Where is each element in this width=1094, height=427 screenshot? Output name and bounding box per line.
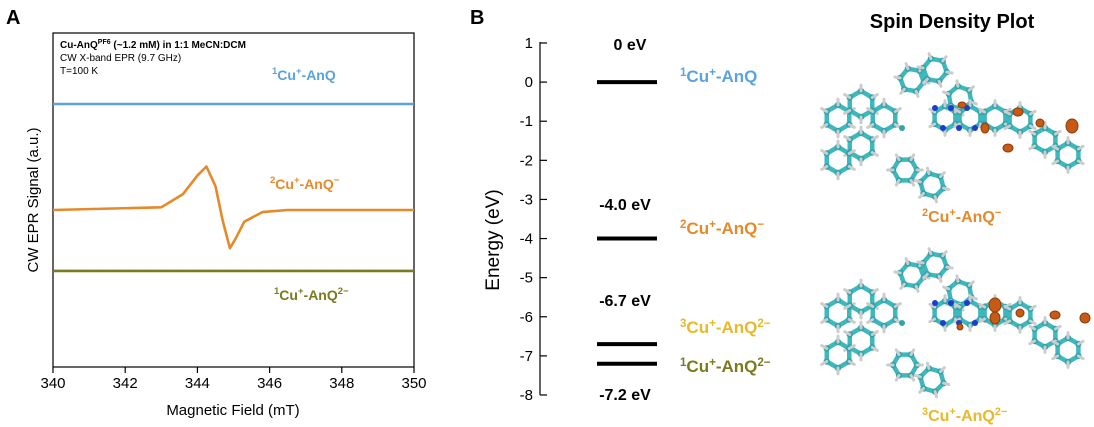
energy-state-label-3: 3Cu+-AnQ2− bbox=[680, 318, 771, 337]
panel-b-label: B bbox=[470, 7, 484, 29]
epr-series-label-1: 1Cu+-AnQ bbox=[272, 66, 336, 83]
molecule-caption-2: 3Cu+-AnQ2− bbox=[922, 406, 1007, 425]
energy-state-label-4: 1Cu+-AnQ2− bbox=[680, 357, 771, 376]
energy-y-tick-label: -8 bbox=[520, 387, 533, 404]
energy-y-tick-label: -7 bbox=[520, 348, 533, 365]
epr-y-axis-title: CW EPR Signal (a.u.) bbox=[25, 127, 42, 272]
energy-state-label-2: 2Cu+-AnQ− bbox=[680, 219, 764, 238]
epr-series-group: 1Cu+-AnQ 2Cu+-AnQ− 1Cu+-AnQ2− bbox=[52, 66, 414, 303]
epr-plot-frame bbox=[52, 32, 415, 368]
epr-x-tick-label: 346 bbox=[257, 375, 282, 392]
epr-series-label-3: 1Cu+-AnQ2− bbox=[274, 286, 349, 303]
energy-levels-group: 0 eV 1Cu+-AnQ -4.0 eV 2Cu+-AnQ− -6.7 eV 3Cu+-… bbox=[597, 37, 771, 404]
energy-y-tick-label: -1 bbox=[520, 113, 533, 130]
panel-a-label: A bbox=[6, 7, 20, 29]
epr-series-label-2: 2Cu+-AnQ− bbox=[270, 175, 340, 192]
epr-x-axis-title: Magnetic Field (mT) bbox=[166, 402, 299, 419]
epr-x-tick-label: 342 bbox=[113, 375, 138, 392]
energy-value-label: -7.2 eV bbox=[599, 387, 651, 404]
energy-value-label: 0 eV bbox=[614, 37, 647, 54]
epr-x-tick-label: 350 bbox=[401, 375, 426, 392]
energy-y-tick-label: -4 bbox=[520, 231, 533, 248]
energy-y-tick-label: -3 bbox=[520, 191, 533, 208]
epr-x-tick-label: 340 bbox=[40, 375, 65, 392]
energy-value-label: -4.0 eV bbox=[599, 197, 651, 214]
epr-x-tick-label: 348 bbox=[329, 375, 354, 392]
energy-y-tick-label: -5 bbox=[520, 270, 533, 287]
molecule-captions: 2Cu+-AnQ− 3Cu+-AnQ2− bbox=[922, 207, 1007, 425]
energy-y-axis-title: Energy (eV) bbox=[483, 189, 504, 290]
sample-info-line1: Cu-AnQPF6 (~1.2 mM) in 1:1 MeCN:DCM bbox=[60, 39, 246, 51]
epr-x-ticks: 340 342 344 346 348 350 bbox=[40, 367, 427, 392]
energy-y-tick-label: -2 bbox=[520, 152, 533, 169]
spin-density-title: Spin Density Plot bbox=[870, 11, 1035, 33]
energy-value-label: -6.7 eV bbox=[599, 293, 651, 310]
energy-y-tick-label: 1 bbox=[525, 35, 533, 52]
energy-y-tick-label: 0 bbox=[525, 74, 533, 91]
energy-state-label-1: 1Cu+-AnQ bbox=[680, 67, 757, 86]
epr-series-line-2 bbox=[52, 165, 414, 250]
sample-info-line2: CW X-band EPR (9.7 GHz) bbox=[60, 53, 181, 64]
energy-y-ticks: 1 0 -1 -2 -3 -4 -5 -6 -7 -8 bbox=[520, 35, 547, 404]
sample-info-line3: T=100 K bbox=[60, 66, 98, 77]
molecule-caption-1: 2Cu+-AnQ− bbox=[922, 207, 1001, 226]
energy-y-tick-label: -6 bbox=[520, 309, 533, 326]
molecule-render-bottom bbox=[820, 247, 1091, 399]
molecule-render-top bbox=[820, 52, 1085, 204]
epr-x-tick-label: 344 bbox=[185, 375, 210, 392]
